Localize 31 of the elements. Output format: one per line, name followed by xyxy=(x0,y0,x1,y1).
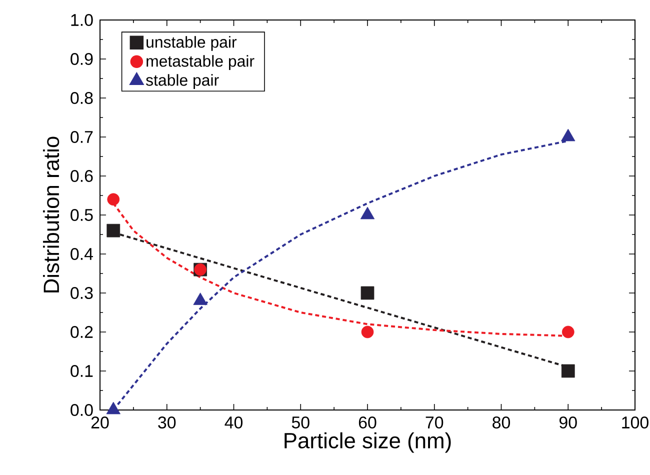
x-tick-label: 90 xyxy=(560,416,577,428)
x-axis-title: Particle size (nm) xyxy=(284,432,451,453)
y-tick-label: 0.5 xyxy=(70,208,93,221)
x-tick-label: 20 xyxy=(91,416,109,428)
x-tick-label: 100 xyxy=(622,416,648,428)
x-tick-label: 70 xyxy=(426,416,444,428)
y-tick-label: 0.7 xyxy=(70,130,93,143)
y-tick-label: 0.2 xyxy=(70,326,93,338)
point xyxy=(106,224,120,238)
x-tick-label: 30 xyxy=(158,416,176,428)
y-tick-label: 1.0 xyxy=(71,14,93,26)
y-axis-title: Distribution ratio xyxy=(43,136,60,292)
y-tick-label: 0.6 xyxy=(70,170,93,182)
point xyxy=(360,286,374,300)
x-tick-label: 40 xyxy=(224,416,243,428)
point xyxy=(361,326,374,338)
x-tick-label: 80 xyxy=(492,416,510,428)
x-tick-label: 60 xyxy=(358,416,376,428)
point xyxy=(107,193,120,206)
point xyxy=(562,326,574,338)
y-tick-label: 0.1 xyxy=(70,364,93,377)
x-tick-label: 50 xyxy=(292,416,310,428)
legend-label: unstable pair xyxy=(146,36,237,51)
y-tick-label: 0.0 xyxy=(70,404,93,416)
y-tick-label: 0.3 xyxy=(70,286,93,299)
y-tick-label: 0.8 xyxy=(70,92,93,104)
point xyxy=(561,364,575,378)
legend-label: stable pair xyxy=(146,74,219,89)
y-tick-label: 0.9 xyxy=(70,52,93,65)
legend-label: metastable pair xyxy=(146,55,254,70)
y-tick-label: 0.4 xyxy=(70,248,93,260)
